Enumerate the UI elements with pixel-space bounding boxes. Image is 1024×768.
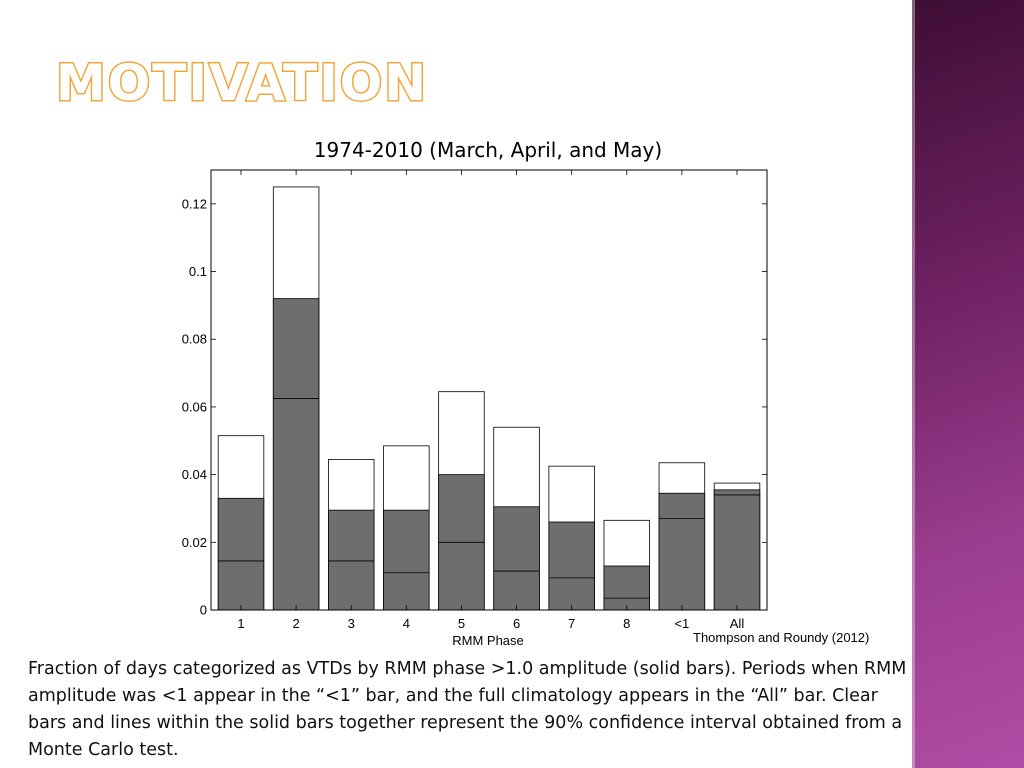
source-note: Thompson and Roundy (2012) <box>693 630 870 645</box>
y-tick-label-3: 0.06 <box>182 399 207 414</box>
bar-7 <box>548 521 595 611</box>
y-tick-label-0: 0 <box>200 603 207 618</box>
chart-title: 1974-2010 (March, April, and May) <box>314 138 662 162</box>
y-tick-label-2: 0.04 <box>182 467 207 482</box>
bar-6 <box>493 506 540 611</box>
y-tick-label-6: 0.12 <box>182 196 207 211</box>
x-tick-label-2: 2 <box>292 616 299 631</box>
plot-frame <box>210 169 768 611</box>
x-tick-label-4: 4 <box>403 616 410 631</box>
bar-4 <box>383 509 430 611</box>
bar-1 <box>217 497 265 611</box>
x-tick-label-6: 6 <box>513 616 520 631</box>
x-tick-label-10: All <box>730 616 745 631</box>
x-tick-label-7: 7 <box>568 616 575 631</box>
bar-8 <box>603 565 650 611</box>
x-tick-label-3: 3 <box>348 616 355 631</box>
vtd-fraction-bar-chart: 1974-2010 (March, April, and May) 1 2 3 4 5 6… <box>182 138 768 648</box>
bar-3 <box>328 509 375 611</box>
bars-layer: 1 2 3 4 5 6 7 8 <1 All <box>217 170 761 631</box>
bar-10 <box>713 489 761 611</box>
x-tick-label-9: <1 <box>674 616 689 631</box>
x-tick-label-1: 1 <box>237 616 244 631</box>
x-axis-label: RMM Phase <box>452 633 524 648</box>
axis-layer: 0 0.02 0.04 0.06 0.08 0.1 0.12 <box>182 196 767 618</box>
slide-title: MOTIVATION <box>54 54 429 112</box>
y-tick-label-5: 0.1 <box>189 264 207 279</box>
decorative-side-band <box>912 0 1024 768</box>
bar-2 <box>272 298 320 611</box>
figure-caption: Fraction of days categorized as VTDs by … <box>28 659 907 760</box>
x-tick-label-5: 5 <box>458 616 465 631</box>
y-tick-label-4: 0.08 <box>182 332 207 347</box>
y-tick-label-1: 0.02 <box>182 535 207 550</box>
bar-9 <box>658 492 706 611</box>
x-tick-label-8: 8 <box>623 616 630 631</box>
